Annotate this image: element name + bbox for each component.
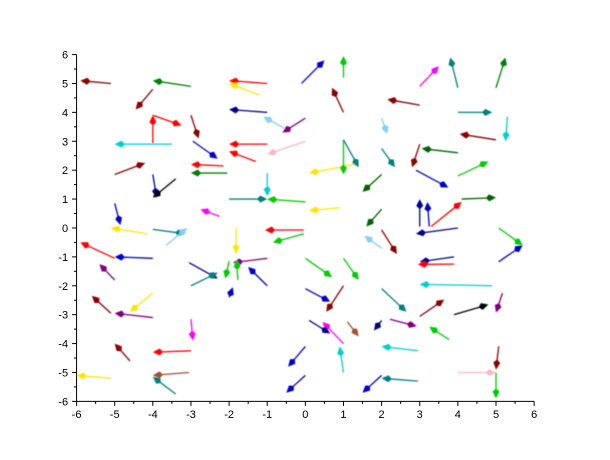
svg-text:-5: -5	[110, 409, 120, 421]
svg-text:2: 2	[62, 165, 68, 177]
svg-text:1: 1	[340, 409, 346, 421]
svg-text:5: 5	[493, 409, 499, 421]
svg-text:5: 5	[62, 78, 68, 90]
svg-text:-1: -1	[262, 409, 272, 421]
svg-text:-6: -6	[58, 396, 68, 408]
svg-text:1: 1	[62, 194, 68, 206]
svg-text:-2: -2	[224, 409, 234, 421]
svg-text:-3: -3	[186, 409, 196, 421]
svg-text:-4: -4	[148, 409, 158, 421]
svg-text:4: 4	[62, 107, 68, 119]
svg-text:0: 0	[62, 223, 68, 235]
svg-text:2: 2	[379, 409, 385, 421]
svg-text:6: 6	[62, 50, 68, 62]
svg-text:-2: -2	[58, 281, 68, 293]
svg-text:0: 0	[302, 409, 308, 421]
svg-text:4: 4	[455, 409, 461, 421]
svg-text:-6: -6	[72, 409, 82, 421]
svg-text:-3: -3	[58, 310, 68, 322]
svg-text:-4: -4	[58, 339, 68, 351]
svg-text:3: 3	[417, 409, 423, 421]
svg-text:3: 3	[62, 136, 68, 148]
svg-text:-1: -1	[58, 252, 68, 264]
svg-text:-5: -5	[58, 367, 68, 379]
svg-text:6: 6	[531, 409, 537, 421]
